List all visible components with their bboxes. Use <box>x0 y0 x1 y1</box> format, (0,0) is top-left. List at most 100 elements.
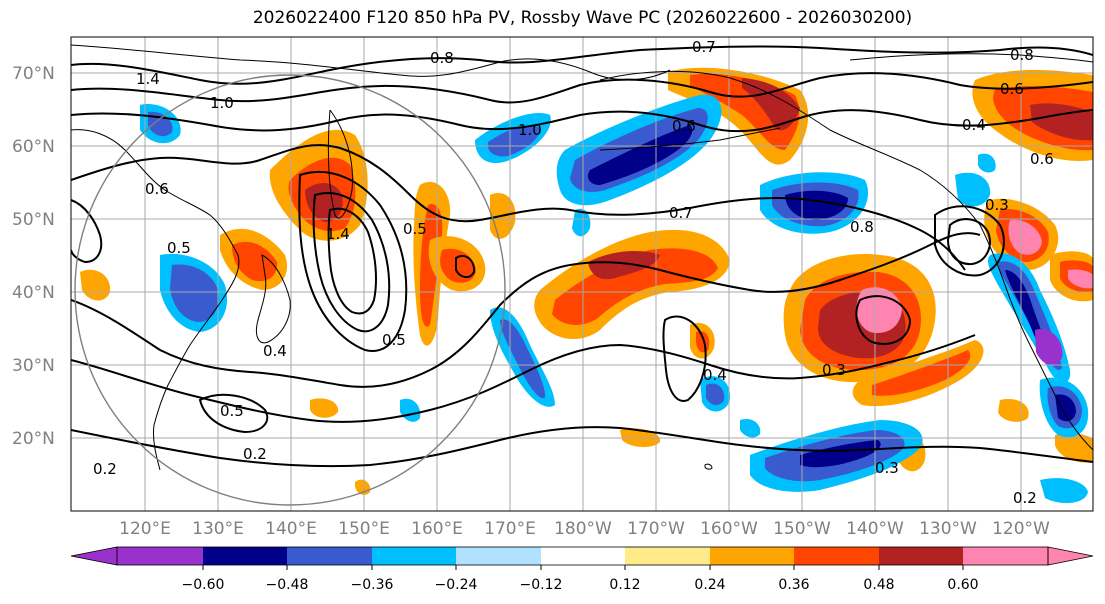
colorbar-tick-label: 0.60 <box>947 577 978 593</box>
lon-label: 120°E <box>119 519 171 539</box>
colorbar-tick-label: 0.24 <box>694 577 725 593</box>
lon-label: 140°W <box>846 519 904 539</box>
contour-label: 0.6 <box>672 117 696 135</box>
contour-label: 0.5 <box>403 220 427 238</box>
lat-label-30: 30°N <box>12 356 55 376</box>
contour-line <box>71 334 976 423</box>
colorbar-tick-label: −0.36 <box>351 577 394 593</box>
contour-label: 1.0 <box>210 94 234 112</box>
colorbar-swatch <box>372 547 456 565</box>
contour-label: 0.3 <box>875 459 899 477</box>
colorbar-swatch <box>287 547 372 565</box>
colorbar-swatch <box>456 547 541 565</box>
colorbar-swatch <box>117 547 203 565</box>
contour-label: 1.4 <box>326 225 350 243</box>
colorbar-tick-label: −0.48 <box>266 577 309 593</box>
lat-label-20: 20°N <box>12 429 55 449</box>
positive-anomaly-blob <box>852 340 984 407</box>
contour-label: 0.7 <box>692 38 716 56</box>
contour-line <box>71 426 1093 468</box>
lon-label: 130°E <box>192 519 244 539</box>
contour-label: 0.5 <box>167 239 191 257</box>
coastline-north <box>849 53 1093 63</box>
contour-label: 0.2 <box>243 445 267 463</box>
colorbar-low-extend <box>70 546 118 566</box>
contour-line <box>71 144 966 271</box>
negative-anomaly-blob <box>760 172 869 234</box>
lon-label: 180°W <box>554 519 612 539</box>
lon-label: 140°E <box>265 519 317 539</box>
contour-label: 1.4 <box>136 70 160 88</box>
lon-label: 160°E <box>411 519 463 539</box>
colorbar-tick-label: −0.12 <box>520 577 563 593</box>
lon-label: 150°E <box>338 519 390 539</box>
contour-line <box>327 207 377 315</box>
lat-label-50: 50°N <box>12 210 55 230</box>
colorbar: −0.60 −0.48 −0.36 −0.24 −0.12 0.12 0.24 … <box>70 546 1094 593</box>
colorbar-tick-label: 0.48 <box>863 577 894 593</box>
contour-label: 0.7 <box>669 204 693 222</box>
coastline-hawaii <box>704 463 713 470</box>
lon-label: 120°W <box>992 519 1050 539</box>
map-panel: 1.4 1.0 0.8 0.7 0.6 1.0 0.4 0.6 0.6 0.8 … <box>70 36 1094 512</box>
contour-line <box>855 295 912 345</box>
contour-label: 0.6 <box>1030 150 1054 168</box>
contour-line <box>934 205 1005 277</box>
colorbar-high-extend <box>1047 546 1094 566</box>
colorbar-swatch <box>963 547 1048 565</box>
contour-line <box>71 72 1093 104</box>
latitude-labels: 70°N 60°N 50°N 40°N 30°N 20°N <box>12 64 55 449</box>
map-frame <box>70 36 1094 512</box>
lon-label: 170°W <box>627 519 685 539</box>
map-title: 2026022400 F120 850 hPa PV, Rossby Wave … <box>252 8 913 28</box>
colorbar-ticks <box>202 565 964 570</box>
coastline-japan <box>255 254 291 344</box>
colorbar-swatch <box>794 547 879 565</box>
contour-line <box>198 393 269 434</box>
contour-label: 0.4 <box>263 342 287 360</box>
colorbar-swatch <box>625 547 710 565</box>
lat-label-40: 40°N <box>12 283 55 303</box>
contour-label: 0.8 <box>430 49 454 67</box>
contour-label: 0.3 <box>822 361 846 379</box>
coastline-asia <box>71 129 240 471</box>
lon-label: 160°W <box>700 519 758 539</box>
contour-label: 0.2 <box>93 460 117 478</box>
coastline-alaska <box>599 70 981 226</box>
contour-label: 1.0 <box>518 121 542 139</box>
coastlines <box>71 44 1093 471</box>
negative-anomaly-blob <box>490 307 555 407</box>
contour-line <box>455 254 476 278</box>
contour-line <box>662 315 707 402</box>
positive-anomaly-blob <box>1050 251 1093 302</box>
colorbar-swatch <box>541 547 625 565</box>
colorbar-tick-label: 0.36 <box>778 577 809 593</box>
colorbar-tick-label: 0.12 <box>609 577 640 593</box>
colorbar-tick-label: −0.60 <box>182 577 225 593</box>
contour-label: 0.3 <box>985 196 1009 214</box>
contour-label: 0.5 <box>220 402 244 420</box>
lon-label: 150°W <box>773 519 831 539</box>
contour-label: 0.6 <box>1000 80 1024 98</box>
pv-contours <box>71 45 1093 468</box>
negative-anomaly-blob <box>1039 377 1089 438</box>
contour-line <box>71 232 981 388</box>
contour-label: 0.6 <box>145 180 169 198</box>
contour-line <box>298 170 408 352</box>
contour-line <box>312 192 391 333</box>
colorbar-swatch <box>879 547 963 565</box>
negative-anomaly-blob <box>556 94 722 206</box>
coastline-aleutians <box>599 127 781 151</box>
contour-label: 0.8 <box>1010 46 1034 64</box>
longitude-labels: 120°E 130°E 140°E 150°E 160°E 170°E 180°… <box>119 519 1050 539</box>
contour-label: 0.4 <box>962 116 986 134</box>
colorbar-tick-labels: −0.60 −0.48 −0.36 −0.24 −0.12 0.12 0.24 … <box>182 577 979 593</box>
coastline-asia <box>71 44 671 81</box>
lon-label: 170°E <box>484 519 536 539</box>
contour-label: 0.8 <box>850 218 874 236</box>
coastline-na-west <box>979 224 1093 451</box>
contour-label: 0.5 <box>382 331 406 349</box>
colorbar-swatch <box>203 547 287 565</box>
contour-labels: 1.4 1.0 0.8 0.7 0.6 1.0 0.4 0.6 0.6 0.8 … <box>93 38 1054 507</box>
